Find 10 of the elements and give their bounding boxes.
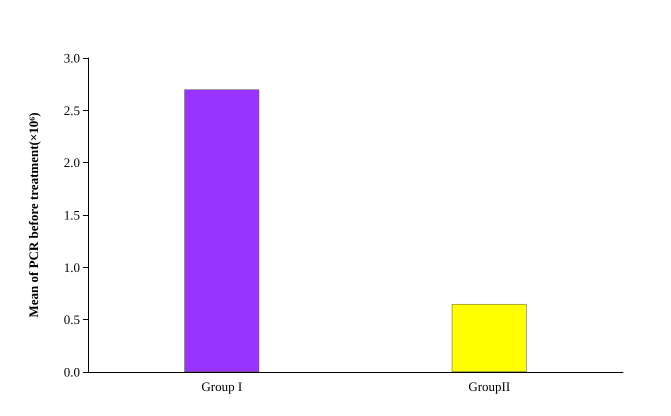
y-tick-label: 2.0 xyxy=(64,155,80,170)
y-tick-label: 0.5 xyxy=(64,312,80,328)
x-tick-label: Group I xyxy=(201,379,242,394)
y-axis-title: Mean of PCR before treatment(×10⁶) xyxy=(26,112,41,318)
y-tick-label: 3.0 xyxy=(64,50,80,66)
y-tick-label: 1.5 xyxy=(64,208,80,222)
y-tick-label: 0.0 xyxy=(64,364,80,380)
y-tick-label: 2.5 xyxy=(64,102,80,118)
x-tick-label: GroupII xyxy=(468,379,510,394)
y-tick-label: 1.0 xyxy=(64,260,80,275)
